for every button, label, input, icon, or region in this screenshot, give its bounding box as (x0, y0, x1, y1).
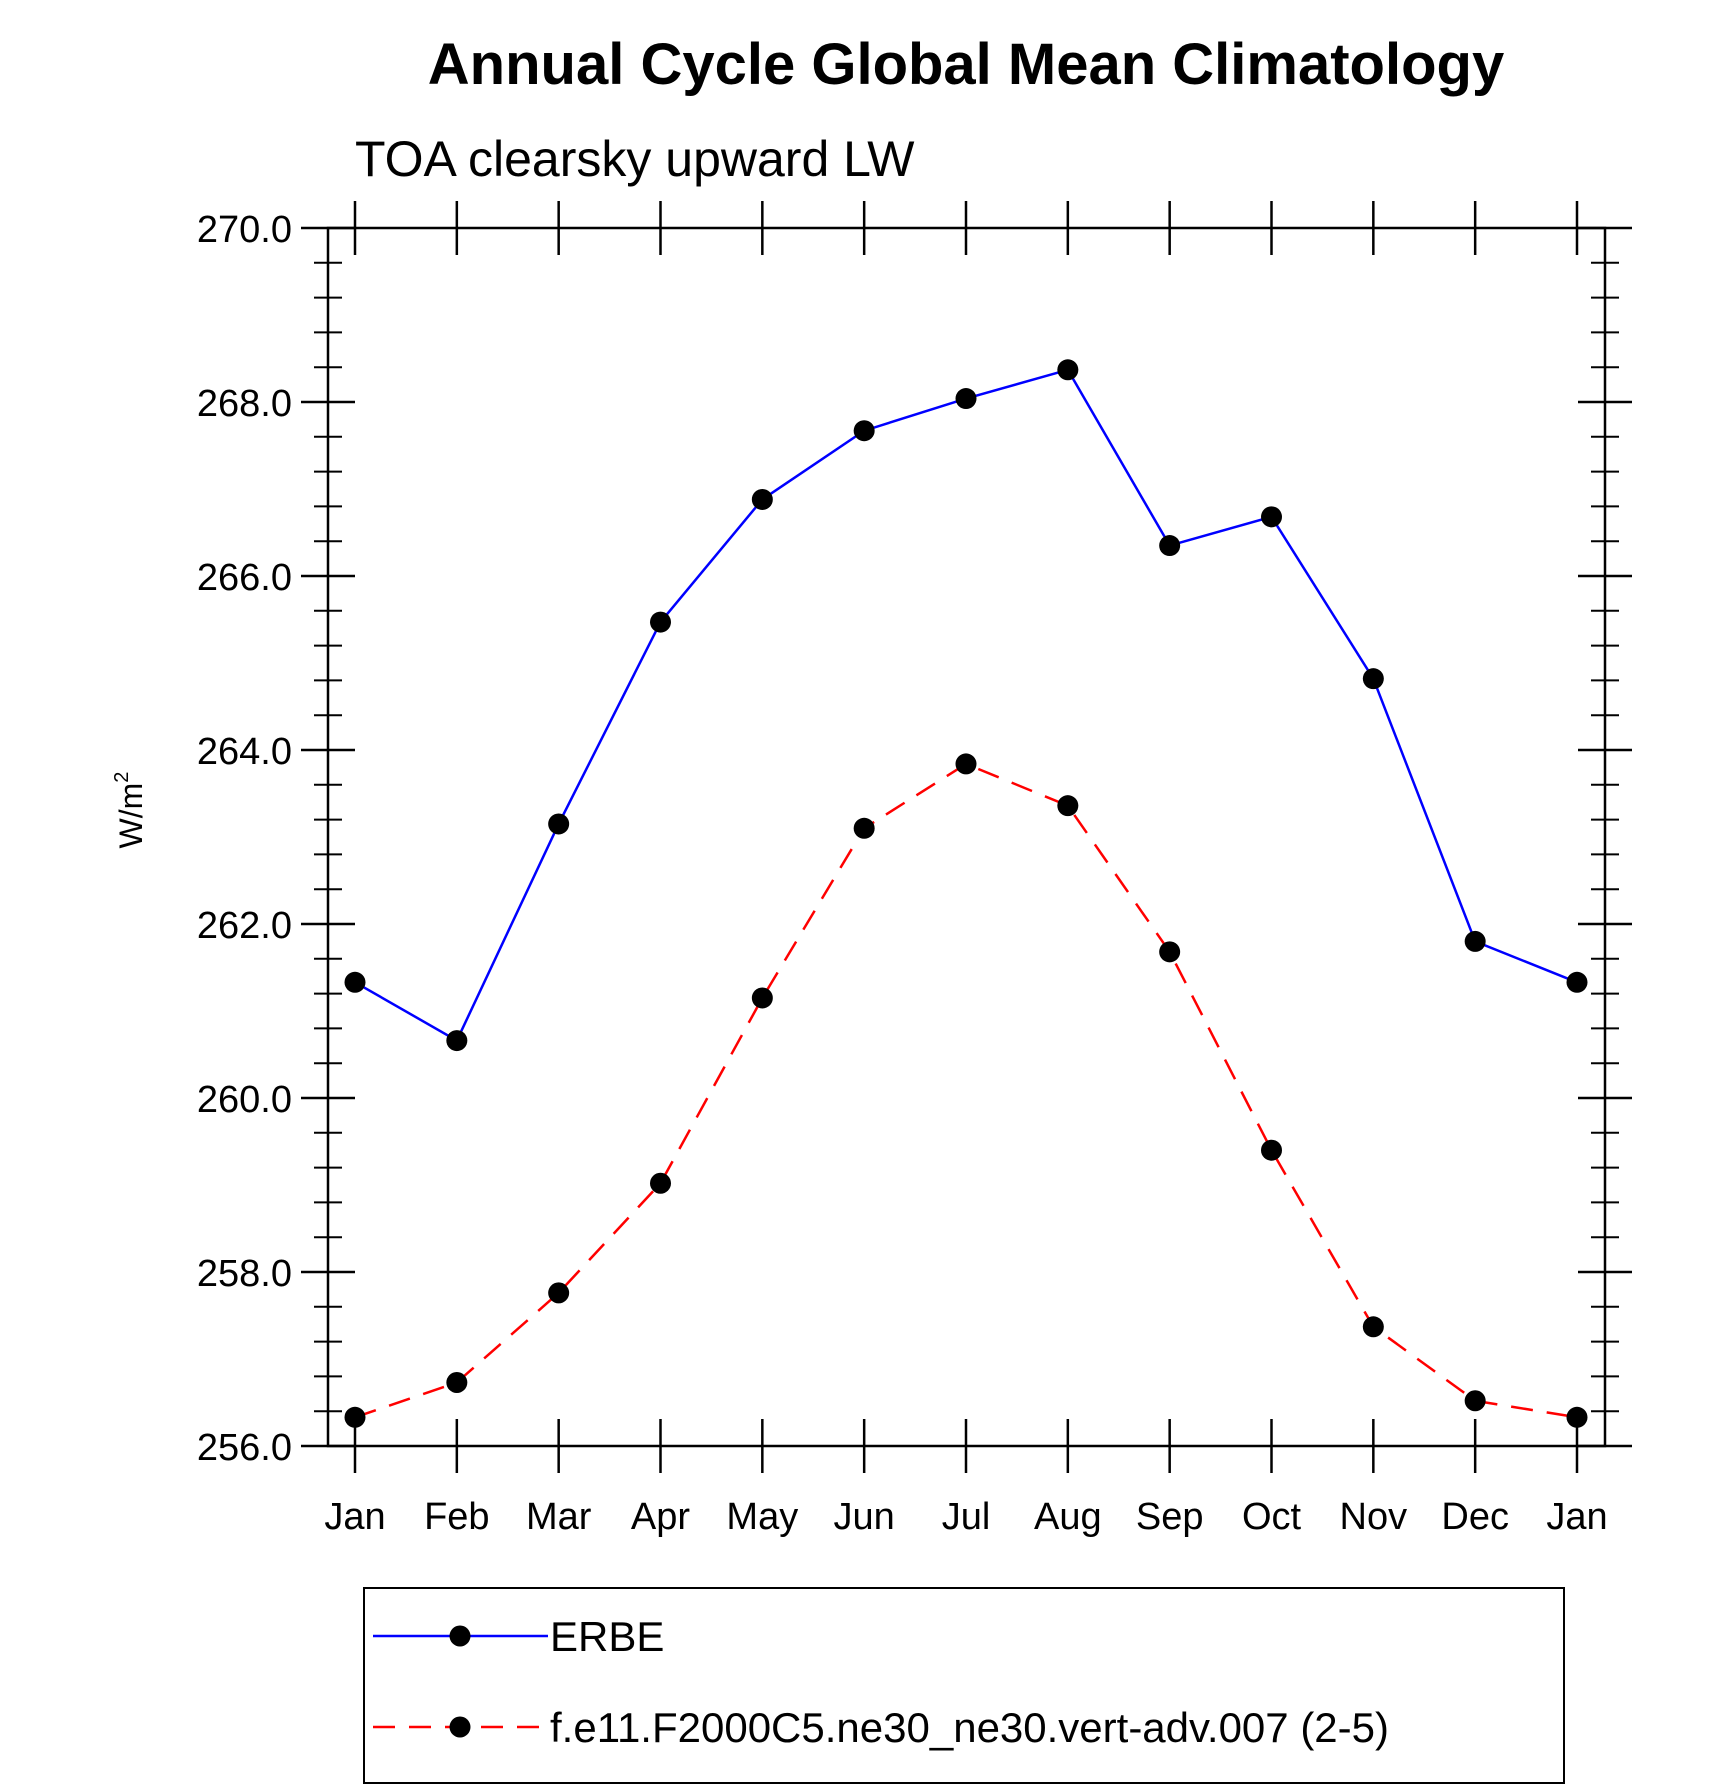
series-2-point (1464, 1390, 1486, 1412)
series-1-point (446, 1030, 468, 1052)
series-1-point (751, 488, 773, 510)
y-tick-label: 262.0 (197, 905, 292, 947)
series-1-point (344, 971, 366, 993)
x-tick-label: Oct (1242, 1496, 1302, 1538)
series-1-point (1566, 971, 1588, 993)
x-tick-label: Nov (1340, 1496, 1408, 1538)
y-axis-label-text: W/m (113, 783, 149, 849)
series-1-point (650, 611, 671, 633)
series-1-point (548, 813, 570, 835)
legend-box (363, 1587, 1565, 1784)
series-group (344, 359, 1588, 1428)
x-tick-label: Sep (1136, 1496, 1204, 1538)
y-tick-label: 258.0 (197, 1253, 292, 1295)
x-tick-label: Jun (834, 1496, 895, 1538)
series-2-point (853, 817, 875, 839)
y-tick-label: 266.0 (197, 557, 292, 599)
series-2-point (548, 1282, 570, 1304)
x-tick-label: May (726, 1496, 798, 1538)
series-2-point (344, 1406, 366, 1428)
series-1-point (1261, 506, 1282, 528)
legend-label-2: f.e11.F2000C5.ne30_ne30.vert-adv.007 (2-… (550, 1704, 1389, 1751)
series-2-point (955, 753, 977, 775)
y-axis-label: W/m2 (111, 772, 149, 849)
y-tick-label: 256.0 (197, 1427, 292, 1469)
y-tick-label: 268.0 (197, 383, 292, 425)
x-tick-label: Aug (1034, 1496, 1102, 1538)
series-2-point (446, 1371, 468, 1393)
x-tick-label: Mar (526, 1496, 592, 1538)
series-2-point (1362, 1316, 1384, 1338)
x-tick-label: Jan (1546, 1496, 1607, 1538)
series-1-point (1362, 668, 1384, 690)
y-tick-label: 260.0 (197, 1079, 292, 1121)
y-tick-label: 264.0 (197, 731, 292, 773)
legend-label-1: ERBE (550, 1613, 664, 1660)
series-1-point (1464, 930, 1486, 952)
chart-title: Annual Cycle Global Mean Climatology (428, 32, 1504, 97)
x-tick-label: Jul (942, 1496, 991, 1538)
x-tick-label: Apr (631, 1496, 690, 1538)
y-axis-label-sup: 2 (111, 772, 133, 783)
y-tick-label: 270.0 (197, 209, 292, 251)
legend: ERBE f.e11.F2000C5.ne30_ne30.vert-adv.007… (363, 1587, 1565, 1784)
series-2-point (1057, 795, 1079, 817)
series-1-point (1159, 535, 1181, 557)
axes: Jan Feb Mar Apr May Jun Jul Aug Sep Oct Nov Dec Jan 2… (197, 201, 1632, 1538)
series-line-1 (354, 368, 1578, 1043)
x-tick-label: Jan (324, 1496, 385, 1538)
plot-frame (326, 226, 1607, 1448)
series-1-point (853, 420, 875, 442)
series-2-point (1159, 941, 1181, 963)
series-2-point (650, 1172, 671, 1194)
x-tick-label: Dec (1441, 1496, 1509, 1538)
series-1-point (1057, 359, 1079, 381)
series-1-point (955, 388, 977, 410)
series-2-point (1261, 1139, 1282, 1161)
series-2-point (751, 987, 773, 1009)
series-line-2 (354, 762, 1578, 1419)
legend-marker-2 (449, 1716, 471, 1738)
x-tick-label: Feb (424, 1496, 489, 1538)
legend-marker-1 (449, 1625, 471, 1647)
series-2-point (1566, 1406, 1588, 1428)
chart-subtitle: TOA clearsky upward LW (355, 131, 915, 187)
